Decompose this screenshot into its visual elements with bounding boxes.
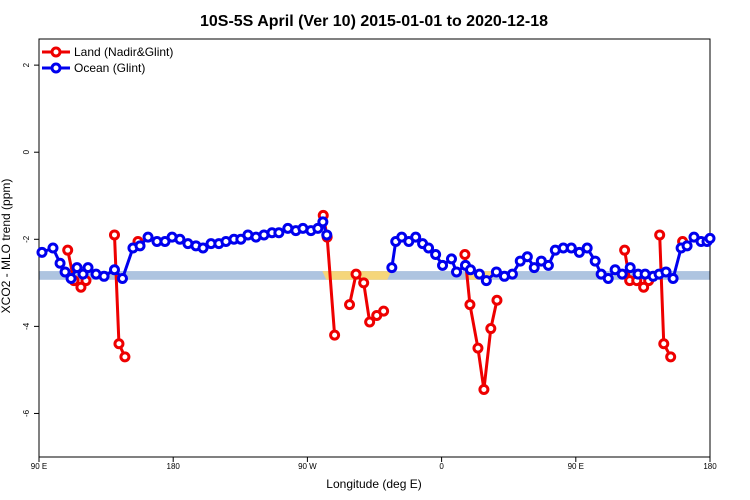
legend: Land (Nadir&Glint) Ocean (Glint) xyxy=(42,45,173,75)
legend-marker-ocean xyxy=(50,62,62,74)
plot-area: 2 0 -2 -4 -6 90 E 180 90 W 0 90 E 180 xyxy=(22,38,717,471)
data-point-ocean xyxy=(602,272,614,284)
data-point-land xyxy=(364,316,376,328)
x-tick-label: 180 xyxy=(167,462,181,471)
data-point-ocean xyxy=(624,262,636,274)
data-point-ocean xyxy=(667,272,679,284)
data-point-ocean xyxy=(54,257,66,269)
data-point-ocean xyxy=(681,240,693,252)
y-tick-label: -4 xyxy=(22,322,31,330)
data-point-ocean xyxy=(616,268,628,280)
data-point-ocean xyxy=(410,231,422,243)
data-point-land xyxy=(491,294,503,306)
data-point-ocean xyxy=(506,268,518,280)
y-tick-label: 2 xyxy=(22,62,31,67)
data-point-ocean xyxy=(528,262,540,274)
data-point-ocean xyxy=(82,262,94,274)
legend-marker-land xyxy=(50,46,62,58)
x-tick-label: 90 E xyxy=(31,462,47,471)
legend-item-land: Land (Nadir&Glint) xyxy=(42,45,173,59)
x-axis: 90 E 180 90 W 0 90 E 180 xyxy=(31,457,717,471)
data-point-ocean xyxy=(317,216,329,228)
data-point-ocean xyxy=(565,242,577,254)
data-point-land xyxy=(658,338,670,350)
data-point-ocean xyxy=(473,268,485,280)
data-point-ocean xyxy=(542,259,554,271)
legend-label-land: Land (Nadir&Glint) xyxy=(74,45,173,59)
series-land xyxy=(62,209,689,396)
data-point-land xyxy=(378,305,390,317)
data-point-ocean xyxy=(321,229,333,241)
x-tick-label: 0 xyxy=(439,462,444,471)
data-point-ocean xyxy=(142,231,154,243)
data-point-ocean xyxy=(98,270,110,282)
y-tick-label: -6 xyxy=(22,409,31,417)
x-tick-label: 90 W xyxy=(298,462,317,471)
data-point-ocean xyxy=(437,259,449,271)
data-point-land xyxy=(485,323,497,335)
x-tick-label: 180 xyxy=(703,462,717,471)
data-point-land xyxy=(459,249,471,261)
data-point-land xyxy=(329,329,341,341)
y-axis-label: XCO2 - MLO trend (ppm) xyxy=(0,179,13,314)
data-point-land xyxy=(478,384,490,396)
legend-label-ocean: Ocean (Glint) xyxy=(74,61,145,75)
y-axis: 2 0 -2 -4 -6 xyxy=(22,62,39,417)
data-point-ocean xyxy=(108,264,120,276)
data-point-ocean xyxy=(59,266,71,278)
x-tick-label: 90 E xyxy=(568,462,584,471)
data-point-land xyxy=(62,244,74,256)
y-tick-label: -2 xyxy=(22,235,31,243)
data-point-ocean xyxy=(430,249,442,261)
data-point-land xyxy=(464,299,476,311)
data-point-ocean xyxy=(47,242,59,254)
data-point-ocean xyxy=(174,233,186,245)
data-point-ocean xyxy=(490,266,502,278)
data-point-ocean xyxy=(117,272,129,284)
data-point-ocean xyxy=(521,251,533,263)
chart-title: 10S-5S April (Ver 10) 2015-01-01 to 2020… xyxy=(200,13,548,30)
data-point-ocean xyxy=(451,266,463,278)
data-point-land xyxy=(654,229,666,241)
data-point-land xyxy=(358,277,370,289)
data-point-ocean xyxy=(36,246,48,258)
data-point-ocean xyxy=(134,240,146,252)
data-point-ocean xyxy=(273,227,285,239)
data-point-ocean xyxy=(464,264,476,276)
data-point-ocean xyxy=(660,266,672,278)
data-point-ocean xyxy=(197,242,209,254)
data-point-ocean xyxy=(71,262,83,274)
data-point-land xyxy=(619,244,631,256)
data-point-land xyxy=(472,342,484,354)
data-point-ocean xyxy=(581,242,593,254)
data-point-land xyxy=(108,229,120,241)
y-tick-label: 0 xyxy=(22,149,31,154)
data-point-land xyxy=(344,299,356,311)
x-axis-label: Longitude (deg E) xyxy=(326,477,421,491)
data-point-ocean xyxy=(573,246,585,258)
data-point-land xyxy=(350,268,362,280)
data-point-land xyxy=(113,338,125,350)
data-point-ocean xyxy=(589,255,601,267)
data-point-land xyxy=(665,351,677,363)
data-point-land xyxy=(119,351,131,363)
data-point-ocean xyxy=(480,275,492,287)
legend-item-ocean: Ocean (Glint) xyxy=(42,61,145,75)
series-layer xyxy=(36,209,716,396)
data-point-ocean xyxy=(445,253,457,265)
series-ocean xyxy=(36,216,716,287)
data-point-ocean xyxy=(386,262,398,274)
data-point-ocean xyxy=(704,232,716,244)
data-point-ocean xyxy=(65,272,77,284)
data-point-ocean xyxy=(423,242,435,254)
